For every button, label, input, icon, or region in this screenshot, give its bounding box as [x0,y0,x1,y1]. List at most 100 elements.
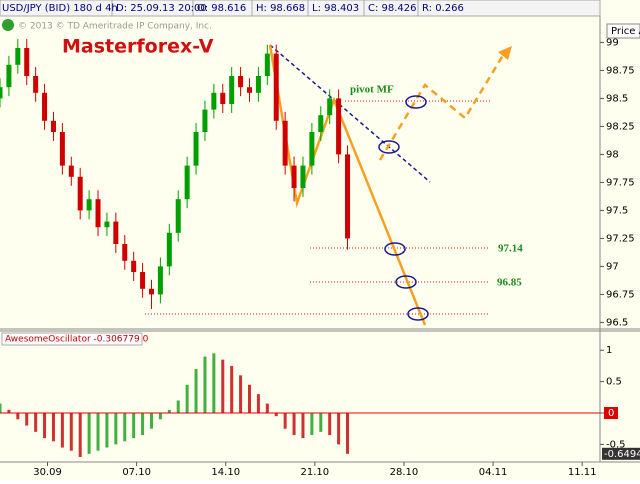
candle-body [273,53,279,121]
oscillator-bar [274,413,278,417]
symbol: USD/JPY (BID) 180 d 4h [2,3,118,14]
candle-body [24,48,30,76]
candle-body [140,272,146,289]
oscillator-bar [51,413,55,442]
candle-body [318,115,324,132]
y-tick-label: 97.25 [606,233,635,244]
candle-body [50,120,56,132]
oscillator-bar [212,353,216,414]
candle-body [95,199,101,228]
candle-body [42,92,48,121]
candle-body [309,132,315,166]
candle-body [193,132,199,166]
candle-body [166,232,172,267]
oscillator-bar [337,413,341,445]
range: R: 0.266 [422,3,464,14]
x-tick-label: 28.10 [390,467,419,478]
oscillator-bar [239,375,243,414]
candle-body [264,53,270,76]
low: L: 98.403 [312,3,359,14]
oscillator-bar [283,413,287,429]
oscillator-bar [0,403,2,414]
candle-body [0,87,3,99]
x-tick-label: 21.10 [301,467,330,478]
candle-body [157,266,163,295]
title: Masterforex-V [62,36,214,58]
y-tick-label: 0.5 [606,377,622,388]
oscillator-bar [346,413,350,454]
header-bar [0,0,601,17]
trend-line [269,44,431,183]
oscillator-bar [185,384,189,414]
oscillator-bar [43,413,47,439]
indicator-box [1,332,143,346]
candle-body [229,76,235,104]
candle-body [122,244,128,261]
y-tick-label: 98 [606,149,619,160]
marker [378,140,400,154]
candle-body [291,165,297,188]
oscillator-bar [203,356,207,414]
y-tick-label: 98.75 [606,65,635,76]
oscillator-bar [221,359,225,414]
candle-body [327,98,333,116]
arrow-head [498,46,512,60]
oscillator-bar [167,409,171,414]
x-tick-label: 04.11 [479,467,508,478]
oscillator-bar [123,413,127,442]
open: O: 98.616 [197,3,246,14]
y-tick-label: 97.5 [606,205,628,216]
copyright: © 2013 © TD Ameritrade IP Company, Inc. [18,22,212,32]
oscillator-bar [105,413,109,448]
marker [405,95,427,109]
candle-body [148,288,154,295]
oscillator-bar [176,400,180,414]
close: C: 98.426 [368,3,417,14]
candle-body [345,154,351,239]
date: D: 25.09.13 20:00 [116,3,207,14]
oscillator-bar [328,413,332,435]
oscillator-bar [16,413,20,420]
oscillator-bar [69,413,73,451]
candle-body [15,48,21,65]
y-tick-label: 96.5 [606,317,628,328]
indicator-title: AwesomeOscillator -0.306779 0 [5,335,149,345]
candle-body [104,221,110,228]
marker [407,307,429,321]
oscillator-bar [114,413,118,445]
y-tick-label: 96.75 [606,289,635,300]
candle-body [113,221,119,244]
forecast-line [378,51,507,161]
candle-body [175,199,181,233]
info-icon[interactable] [2,19,14,31]
oscillator-bar [96,413,100,451]
marker [384,242,406,256]
oscillator-bar [248,384,252,414]
candle-body [184,165,190,200]
oscillator-bar [141,413,145,435]
oscillator-bar [194,369,198,414]
y-tick-label: 97.75 [606,177,635,188]
oscillator-bar [256,394,260,414]
oscillator-bar [87,413,91,454]
oscillator-bar [149,413,153,429]
candle-body [77,176,83,211]
y-tick-label: 99 [606,37,619,48]
x-tick-label: 07.10 [122,467,151,478]
oscillator-bar [310,413,314,435]
candle-body [247,87,253,93]
candle-body [86,199,92,211]
oscillator-bar [265,403,269,414]
candle-body [68,165,74,177]
candle-body [238,76,244,88]
y-tick-label: 98.25 [606,121,635,132]
current-value-label: -0.6494 [604,449,640,460]
oscillator-bar [132,413,136,439]
oscillator-bar [319,413,323,432]
y-tick-label: 97 [606,261,619,272]
x-tick-label: 30.09 [33,467,62,478]
pivot-label: pivot MF [350,84,394,96]
oscillator-bar [25,413,29,426]
oscillator-bar [292,413,296,435]
